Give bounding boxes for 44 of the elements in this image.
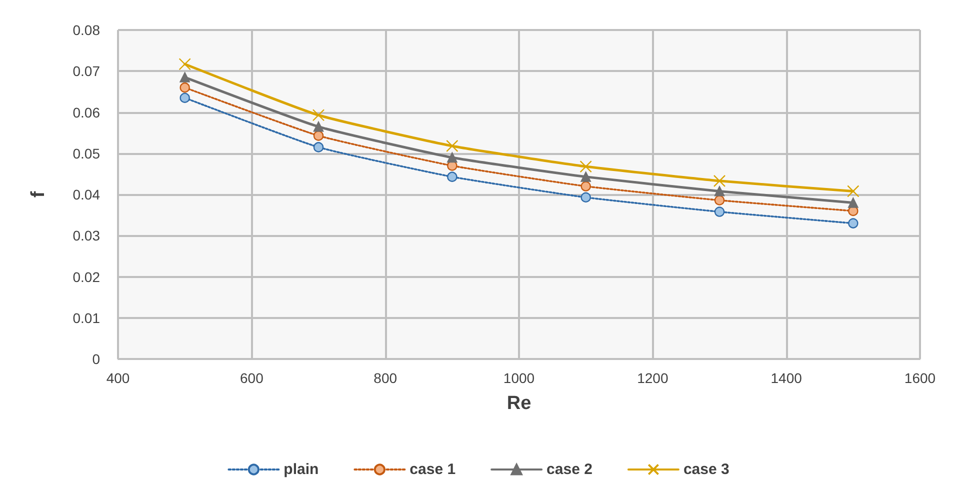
y-tick-label: 0.08 (72, 22, 100, 38)
legend-label: case 3 (683, 461, 730, 478)
legend-label: plain (284, 461, 319, 478)
x-tick-label: 1400 (770, 370, 802, 386)
x-tick-label: 600 (240, 370, 264, 386)
x-tick-label: 1000 (503, 370, 535, 386)
point (848, 218, 858, 228)
y-tick-label: 0.03 (72, 228, 100, 244)
point (580, 181, 591, 192)
x-axis-title: Re (506, 393, 532, 414)
legend-label: case 2 (546, 461, 592, 478)
y-tick-label: 0.06 (72, 104, 100, 120)
legend-label: case 1 (410, 461, 456, 478)
x-tick-label: 800 (374, 370, 398, 386)
point (848, 198, 858, 208)
point (313, 122, 324, 132)
x-tick-label: 1600 (904, 370, 936, 386)
x-tick-label: 1200 (637, 370, 668, 386)
point (446, 140, 458, 152)
point (713, 174, 726, 188)
point (447, 172, 458, 182)
point (580, 160, 592, 173)
y-tick-label: 0.04 (72, 186, 100, 202)
point (313, 130, 324, 141)
y-tick-label: 0.05 (72, 145, 100, 162)
point (714, 186, 725, 196)
point (714, 195, 725, 206)
point (180, 72, 190, 82)
point (580, 192, 591, 202)
point (714, 206, 725, 217)
y-axis-title: f (28, 190, 49, 198)
y-tick-label: 0 (92, 351, 100, 367)
point (847, 185, 860, 198)
point (447, 152, 458, 163)
y-tick-label: 0.01 (72, 310, 100, 326)
point (313, 142, 324, 152)
point (180, 82, 190, 93)
y-tick-label: 0.02 (72, 268, 100, 285)
point (580, 172, 591, 182)
x-tick-label: 400 (106, 370, 130, 386)
point (312, 109, 325, 122)
y-tick-label: 0.07 (72, 63, 100, 80)
point (180, 92, 190, 103)
point (178, 58, 191, 70)
